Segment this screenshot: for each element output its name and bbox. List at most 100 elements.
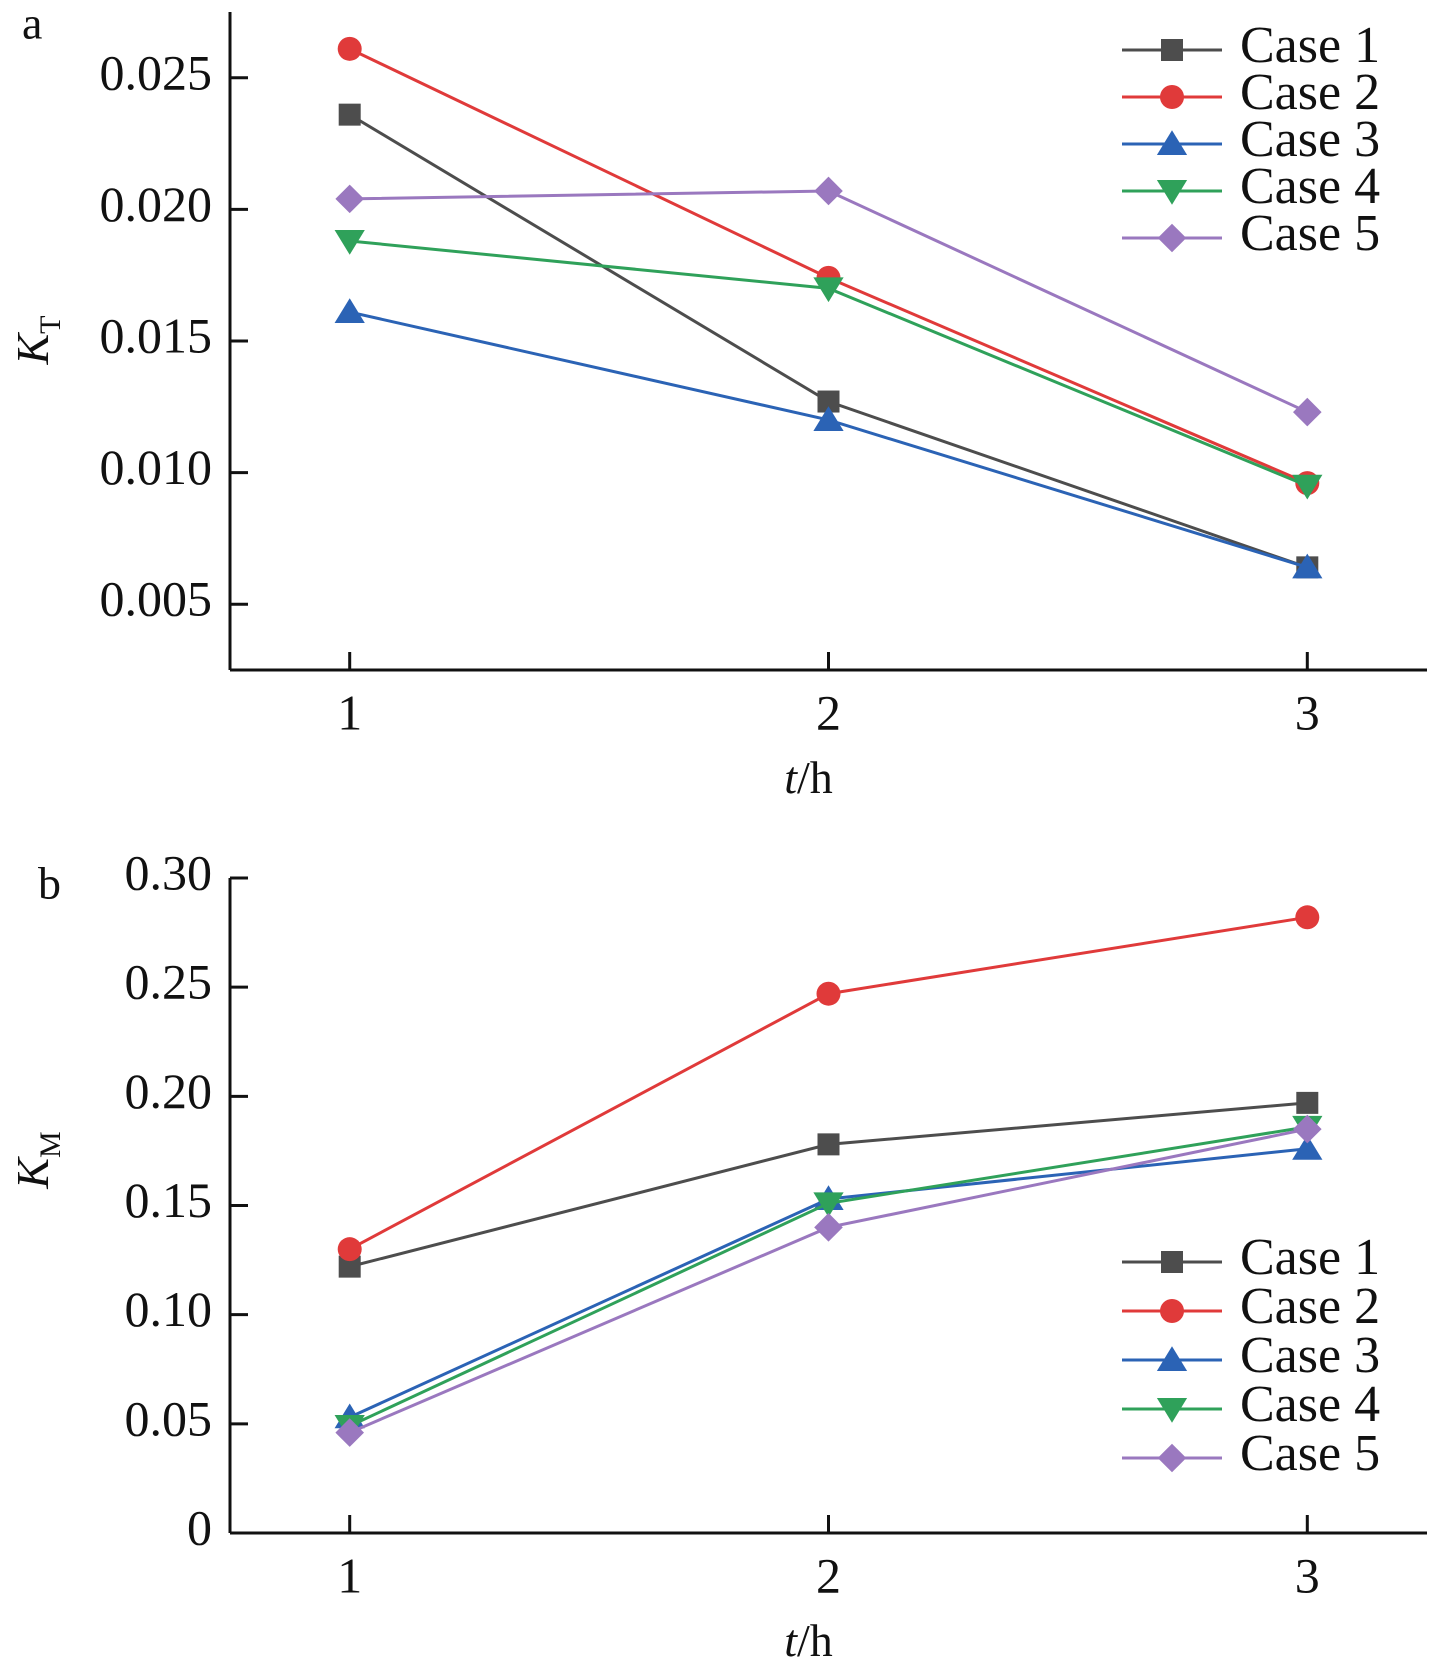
x-tick-label: 2 (816, 684, 841, 740)
data-point-marker (1292, 553, 1323, 579)
data-point-marker (335, 184, 364, 214)
x-tick-label: 3 (1295, 684, 1320, 740)
data-point-marker (1293, 397, 1322, 427)
data-point-marker (334, 229, 365, 255)
legend-marker (1157, 223, 1187, 253)
legend-item: Case 4 (1122, 158, 1380, 215)
y-tick-label: 0.025 (100, 44, 213, 100)
legend-label: Case 5 (1240, 1425, 1380, 1482)
data-point-marker (813, 406, 844, 431)
y-tick-label: 0.25 (125, 954, 213, 1010)
x-tick-label: 2 (816, 1547, 841, 1603)
x-axis-title: t/h (784, 1615, 833, 1659)
series-line (349, 310, 1308, 569)
legend-marker (1161, 39, 1183, 61)
data-point-marker (1293, 1114, 1322, 1144)
series-5 (335, 176, 1322, 427)
legend-item: Case 5 (1122, 1425, 1380, 1482)
data-point-marker (814, 1213, 843, 1242)
data-point-marker (338, 1255, 361, 1278)
panel-label: a (22, 0, 42, 49)
x-tick-label: 1 (337, 684, 362, 740)
y-axis-title: KM (7, 1131, 67, 1189)
y-axis-title-var: K (7, 332, 58, 366)
x-tick-label: 3 (1295, 1547, 1320, 1603)
data-point-marker (816, 981, 841, 1006)
series-1 (338, 103, 1319, 579)
data-point-marker (814, 176, 843, 206)
legend-item: Case 2 (1122, 1278, 1380, 1335)
y-tick-label: 0 (187, 1499, 212, 1555)
data-point-marker (813, 277, 844, 303)
y-tick-label: 0.15 (125, 1172, 213, 1228)
series-line (349, 1101, 1308, 1269)
series-2 (337, 905, 1320, 1262)
data-point-marker (1292, 1134, 1323, 1160)
legend-label: Case 2 (1240, 1278, 1380, 1335)
y-tick-label: 0.30 (125, 844, 213, 900)
legend-item: Case 3 (1122, 111, 1380, 168)
legend-marker (1160, 85, 1184, 109)
x-axis-title: t/h (784, 752, 833, 803)
panel-label: b (38, 858, 61, 909)
legend-item: Case 2 (1122, 64, 1380, 121)
data-point-marker (1295, 905, 1320, 930)
legend-marker (1157, 1443, 1187, 1473)
legend-label: Case 2 (1240, 64, 1380, 121)
y-tick-label: 0.015 (100, 307, 213, 363)
legend-label: Case 3 (1240, 1327, 1380, 1384)
y-tick-label: 0.10 (125, 1281, 213, 1337)
y-tick-label: 0.010 (100, 439, 213, 495)
legend-item: Case 4 (1122, 1376, 1380, 1433)
legend-label: Case 4 (1240, 158, 1380, 215)
legend-marker (1156, 1398, 1188, 1423)
chart-panel-b: b 0 0.05 0.10 0.15 0.20 0.25 0.30 1 2 3 t/h KM Case 1… (7, 844, 1427, 1659)
y-tick-label: 0.05 (125, 1390, 213, 1446)
data-point-marker (337, 36, 362, 61)
legend-marker (1161, 1251, 1183, 1273)
y-tick-label: 0.20 (125, 1063, 213, 1119)
x-axis-title-unit: /h (797, 1615, 833, 1659)
data-point-marker (334, 298, 365, 324)
legend-item: Case 3 (1122, 1327, 1380, 1384)
chart-panel-a: a 0.005 0.010 0.015 0.020 0.025 1 2 3 t/h KT Case 1… (7, 0, 1427, 803)
legend-marker (1156, 180, 1188, 205)
series-5 (335, 1114, 1322, 1447)
legend-item: Case 1 (1122, 1229, 1380, 1286)
y-axis-title-var: K (7, 1156, 58, 1190)
series-4 (334, 229, 1323, 500)
legend-marker (1160, 1299, 1184, 1323)
series-1 (338, 1091, 1319, 1278)
data-point-marker (813, 1192, 844, 1218)
legend-label: Case 5 (1240, 205, 1380, 262)
data-point-marker (1292, 474, 1323, 500)
series-3 (334, 298, 1323, 579)
data-point-marker (338, 103, 361, 126)
x-axis-title-var: t (784, 752, 798, 803)
legend-label: Case 1 (1240, 17, 1380, 74)
y-tick-label: 0.020 (100, 176, 213, 232)
y-tick-label: 0.005 (100, 571, 213, 627)
data-point-marker (335, 1418, 364, 1447)
legend-marker (1156, 130, 1188, 155)
legend-marker (1156, 1346, 1188, 1371)
data-point-marker (817, 390, 840, 413)
y-axis-title-sub: M (34, 1131, 67, 1158)
x-axis-title-unit: /h (797, 752, 833, 803)
data-point-marker (337, 1237, 362, 1262)
legend-label: Case 3 (1240, 111, 1380, 168)
legend-label: Case 4 (1240, 1376, 1380, 1433)
x-tick-label: 1 (337, 1547, 362, 1603)
y-axis-title: KT (7, 315, 67, 365)
x-axis-title-var: t (784, 1615, 798, 1659)
y-axis-title-sub: T (34, 315, 67, 333)
legend-item: Case 1 (1122, 17, 1380, 74)
legend-label: Case 1 (1240, 1229, 1380, 1286)
data-point-marker (817, 1133, 840, 1156)
series-line (349, 1127, 1308, 1434)
series-4 (334, 1115, 1323, 1440)
data-point-marker (1296, 1091, 1319, 1114)
